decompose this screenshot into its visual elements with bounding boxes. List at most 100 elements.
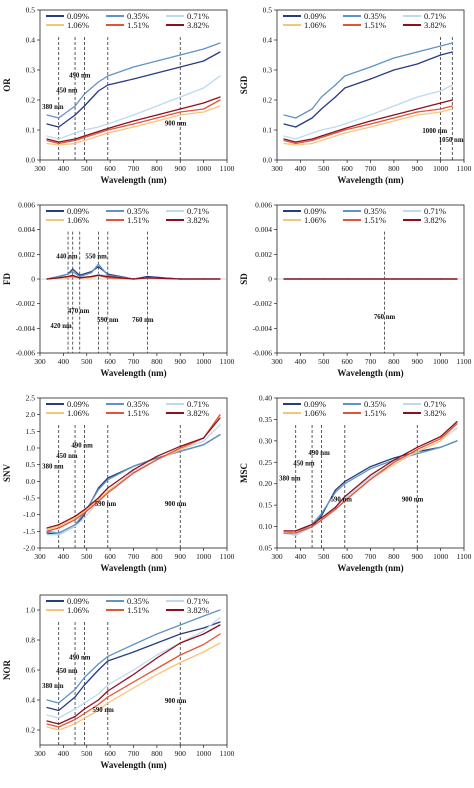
x-tick-label: 700 — [128, 552, 140, 561]
data-point — [132, 114, 135, 116]
x-tick-label: 800 — [388, 357, 400, 366]
data-point — [74, 142, 76, 145]
y-tick-label: 1.5 — [26, 427, 36, 436]
data-point — [83, 512, 86, 514]
series-line-5 — [283, 99, 453, 143]
data-point — [369, 66, 372, 68]
wavelength-annotation: 490 nm — [69, 73, 91, 80]
x-tick-label: 300 — [34, 164, 46, 173]
y-tick-label: 0.3 — [263, 66, 273, 75]
legend-label: 0.35% — [364, 11, 386, 21]
x-tick-label: 1100 — [220, 357, 235, 366]
x-axis-title: Wavelength (nm) — [100, 760, 166, 770]
data-point — [58, 527, 60, 529]
data-point — [456, 420, 458, 423]
data-point — [320, 517, 323, 519]
data-point — [72, 274, 74, 276]
chart-panel-sd: 300 400 500 600 700 800 900 1000 1100 -0.006 -0.00… — [239, 201, 472, 379]
x-tick-label: 1000 — [433, 357, 448, 366]
data-point — [393, 459, 395, 461]
y-tick-label: 0.5 — [26, 460, 36, 469]
data-point — [203, 111, 205, 113]
data-point — [203, 440, 205, 442]
data-point — [311, 132, 313, 134]
data-point — [46, 138, 48, 140]
data-point — [156, 60, 158, 62]
data-point — [67, 275, 69, 278]
data-point — [344, 480, 346, 483]
data-point — [156, 117, 158, 119]
data-point — [46, 723, 48, 725]
data-point — [369, 278, 372, 280]
x-tick-label: 900 — [175, 552, 187, 561]
x-tick-label: 600 — [105, 357, 117, 366]
data-point — [203, 87, 205, 89]
data-point — [179, 445, 181, 447]
chart-panel-nor: 300 400 500 600 700 800 900 1000 1100 0.2 0.4 0.6 0.… — [2, 594, 235, 770]
data-point — [132, 78, 135, 80]
data-point — [58, 525, 60, 527]
data-point — [334, 96, 337, 98]
data-point — [74, 138, 76, 140]
y-tick-label: 0.10 — [259, 522, 272, 531]
series-line-4 — [284, 423, 458, 534]
data-point — [132, 669, 135, 671]
data-point — [107, 487, 109, 489]
y-tick-label: 0.2 — [263, 96, 273, 105]
data-point — [83, 129, 86, 131]
legend-label: 0.09% — [67, 11, 89, 21]
data-point — [46, 135, 48, 137]
x-tick-label: 1000 — [196, 552, 211, 561]
data-point — [456, 423, 458, 425]
data-point — [58, 729, 60, 731]
y-tick-label: 0.006 — [255, 201, 272, 210]
data-point — [107, 129, 109, 131]
x-tick-label: 500 — [318, 164, 330, 173]
y-tick-label: -0.004 — [16, 324, 36, 333]
y-tick-label: -0.006 — [16, 349, 36, 358]
data-point — [393, 105, 395, 107]
data-point — [320, 519, 323, 521]
y-tick-label: 0.4 — [263, 36, 273, 45]
legend-label: 0.71% — [187, 596, 209, 606]
x-tick-label: 800 — [151, 749, 163, 758]
data-point — [203, 627, 205, 629]
data-point — [107, 655, 109, 658]
data-point — [72, 275, 74, 278]
data-point — [283, 142, 285, 145]
data-point — [83, 676, 86, 679]
x-axis-title: Wavelength (nm) — [100, 563, 166, 573]
data-point — [283, 123, 285, 125]
data-point — [334, 491, 337, 493]
x-tick-label: 1000 — [433, 552, 448, 561]
data-point — [97, 273, 100, 275]
data-point — [320, 515, 323, 517]
data-point — [219, 417, 221, 419]
data-point — [83, 510, 86, 512]
data-point — [416, 51, 418, 53]
wavelength-annotation: 450 nm — [56, 88, 78, 95]
x-tick-label: 800 — [151, 357, 163, 366]
data-point — [107, 696, 109, 698]
legend-label: 1.51% — [127, 215, 149, 225]
legend-label: 0.35% — [127, 399, 149, 409]
series-line-4 — [283, 105, 453, 145]
data-point — [369, 476, 372, 478]
data-point — [90, 272, 93, 274]
legend-label: 0.09% — [67, 206, 89, 216]
data-point — [320, 513, 323, 515]
data-point — [74, 708, 76, 710]
data-point — [58, 277, 60, 279]
data-point — [369, 468, 372, 470]
y-tick-label: 0.0 — [263, 156, 273, 165]
legend-label: 0.71% — [424, 11, 446, 21]
y-tick-label: 0.30 — [259, 436, 272, 445]
x-tick-label: 600 — [342, 357, 354, 366]
y-tick-label: 0.002 — [18, 250, 35, 259]
legend-label: 0.09% — [304, 11, 326, 21]
data-point — [74, 723, 76, 725]
data-point — [74, 525, 76, 527]
chart-panel-sgd: 300 400 500 600 700 800 900 1000 1100 0.0 0.1 0.2 0.… — [239, 6, 472, 186]
data-point — [79, 277, 81, 279]
